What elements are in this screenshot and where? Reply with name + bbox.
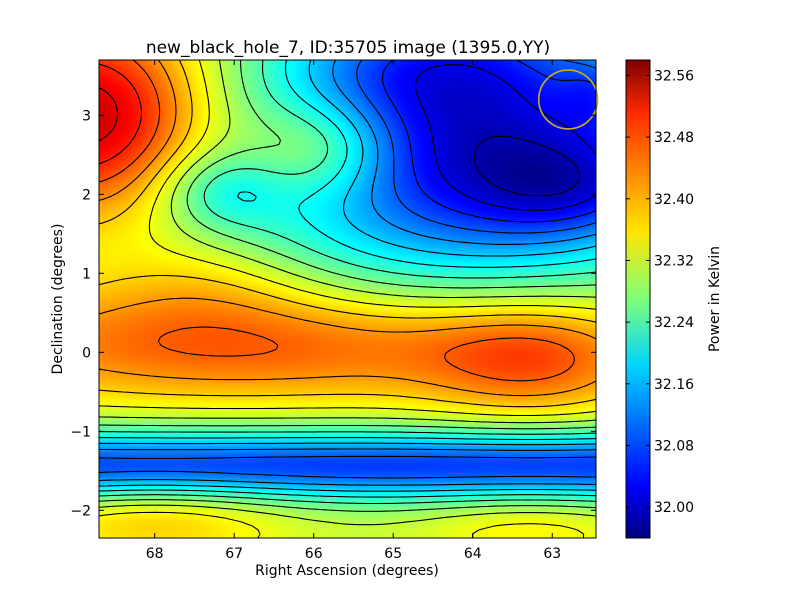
y-tick-label: 0 xyxy=(82,345,91,361)
colorbar: 32.00 32.08 32.16 32.24 32.32 32.40 32.48 32.56… xyxy=(625,59,723,539)
colorbar-ticks: 32.00 32.08 32.16 32.24 32.32 32.40 32.48 32.56 xyxy=(626,68,694,516)
y-tick-label: 1 xyxy=(82,266,91,282)
x-tick-label: 63 xyxy=(543,546,561,562)
y-tick-label: 2 xyxy=(82,187,91,203)
y-axis-ticks: −2 −1 0 1 2 3 xyxy=(70,108,596,519)
chart-title: new_black_hole_7, ID:35705 image (1395.0… xyxy=(146,38,550,58)
colorbar-tick-label: 32.16 xyxy=(654,377,694,393)
plot-frame xyxy=(98,59,597,539)
beam-circle xyxy=(537,69,599,130)
colorbar-tick-label: 32.56 xyxy=(654,68,694,84)
x-tick-label: 68 xyxy=(146,546,164,562)
x-axis-ticks: 68 67 66 65 64 63 xyxy=(146,60,561,562)
contour-lines xyxy=(99,60,596,538)
y-axis-title: Declination (degrees) xyxy=(50,224,66,375)
colorbar-label: Power in Kelvin xyxy=(707,246,723,352)
x-tick-label: 67 xyxy=(225,546,243,562)
colorbar-tick-label: 32.48 xyxy=(654,130,694,146)
colorbar-gradient xyxy=(625,59,651,539)
contour-path xyxy=(99,60,596,538)
x-tick-label: 64 xyxy=(464,546,482,562)
x-axis-title: Right Ascension (degrees) xyxy=(255,563,439,579)
colorbar-tick-label: 32.00 xyxy=(654,500,694,516)
colorbar-tick-label: 32.40 xyxy=(654,192,694,208)
y-tick-label: −2 xyxy=(70,503,91,519)
y-tick-label: −1 xyxy=(70,424,91,440)
y-tick-label: 3 xyxy=(82,108,91,124)
colorbar-tick-label: 32.32 xyxy=(654,253,694,269)
plot-area: 68 67 66 65 64 63 −2 −1 0 1 2 3 xyxy=(70,59,599,562)
x-tick-label: 66 xyxy=(305,546,323,562)
colorbar-tick-label: 32.08 xyxy=(654,438,694,454)
x-tick-label: 65 xyxy=(384,546,402,562)
colorbar-tick-label: 32.24 xyxy=(654,315,694,331)
